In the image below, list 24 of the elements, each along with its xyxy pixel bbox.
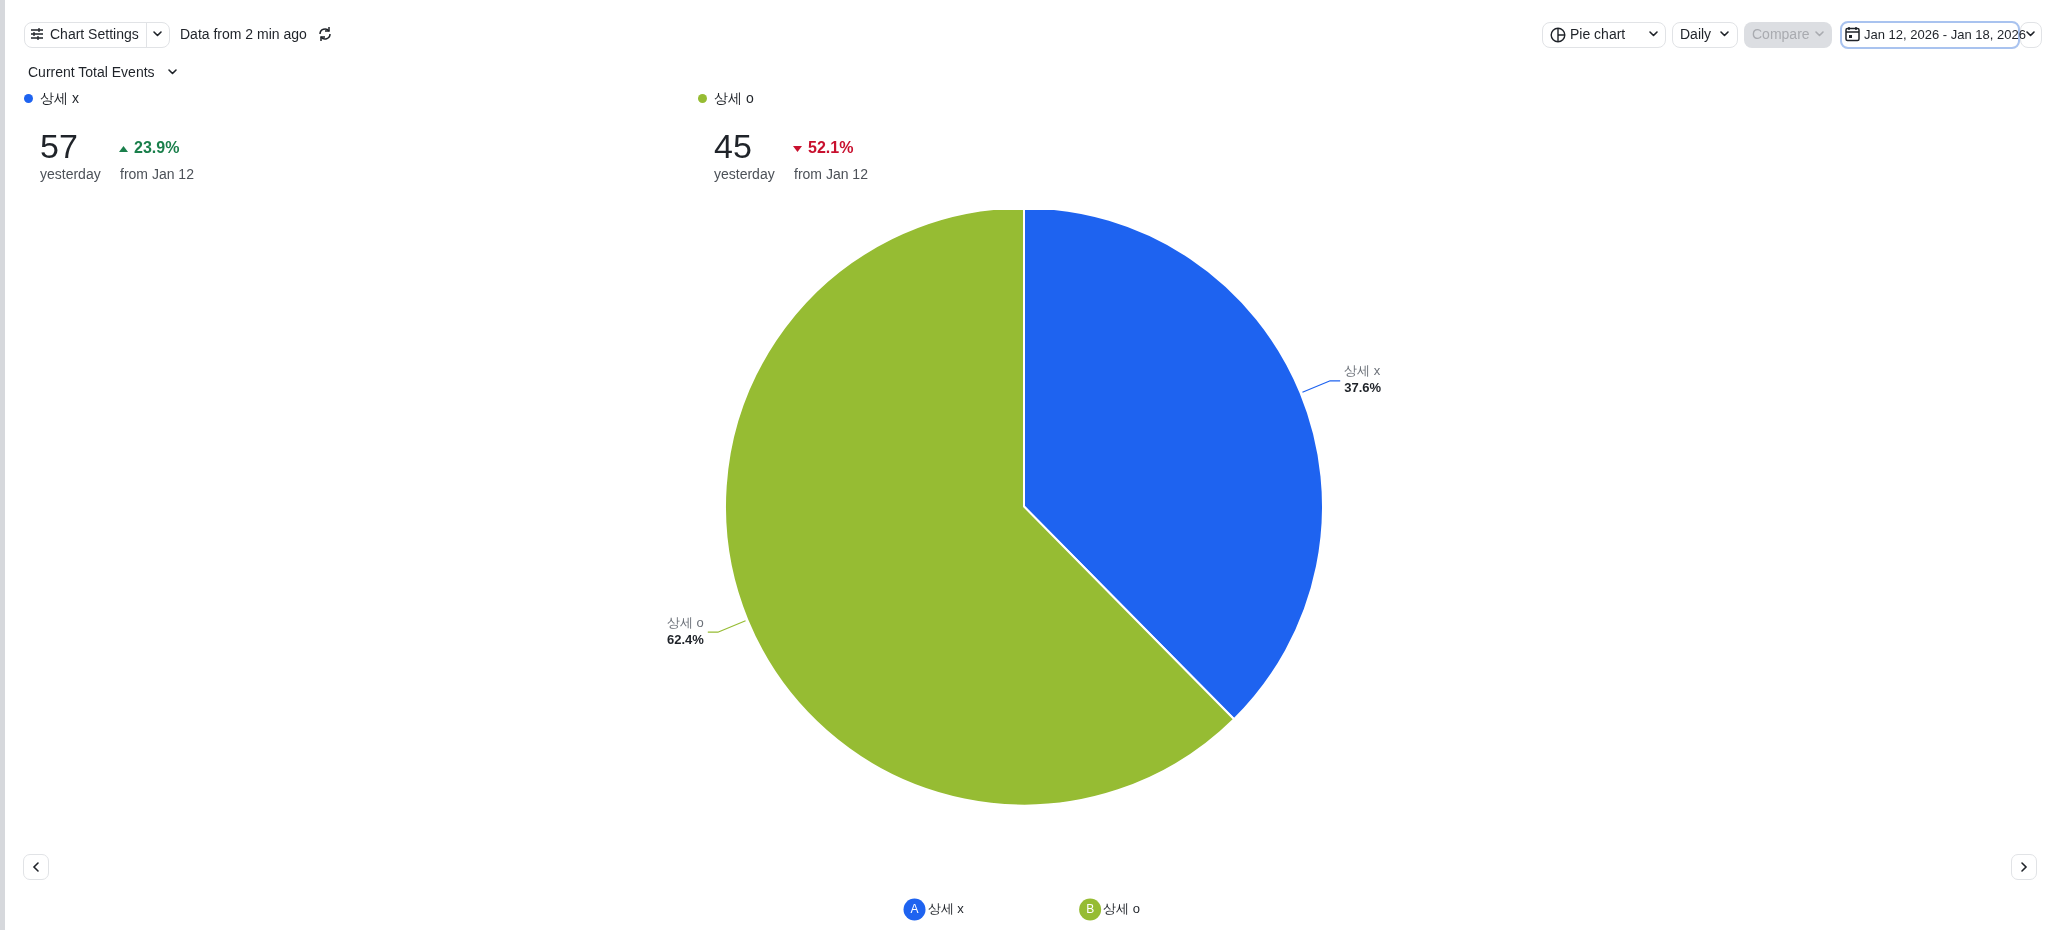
text: yesterday: [714, 165, 775, 184]
text: Pie chart: [1570, 25, 1626, 44]
text: A: [910, 901, 919, 916]
text: B: [1086, 901, 1095, 916]
text: Chart Settings: [50, 25, 139, 44]
text: Current Total Events: [28, 63, 155, 82]
slice-label: 상세 x: [1344, 363, 1381, 379]
data-label: 37.6%: [1344, 380, 1382, 396]
text: 57: [40, 126, 78, 166]
text: from Jan 12: [120, 165, 194, 184]
text: Daily: [1680, 25, 1712, 44]
legend-label: 상세 x: [927, 901, 965, 917]
text: 45: [714, 126, 752, 166]
text: 52.1%: [808, 138, 854, 158]
slice-label: 상세 o: [666, 614, 704, 630]
text: from Jan 12: [794, 165, 868, 184]
data-label: 62.4%: [666, 631, 705, 647]
text: 23.9%: [134, 138, 180, 158]
text: Data from 2 min ago: [180, 25, 307, 44]
text: Jan 12, 2026 - Jan 18, 2026: [1864, 26, 2026, 44]
category-label: 상세 o: [714, 90, 754, 106]
text: yesterday: [40, 165, 101, 184]
legend-label: 상세 o: [1103, 901, 1140, 917]
category-label: 상세 x: [40, 90, 79, 106]
